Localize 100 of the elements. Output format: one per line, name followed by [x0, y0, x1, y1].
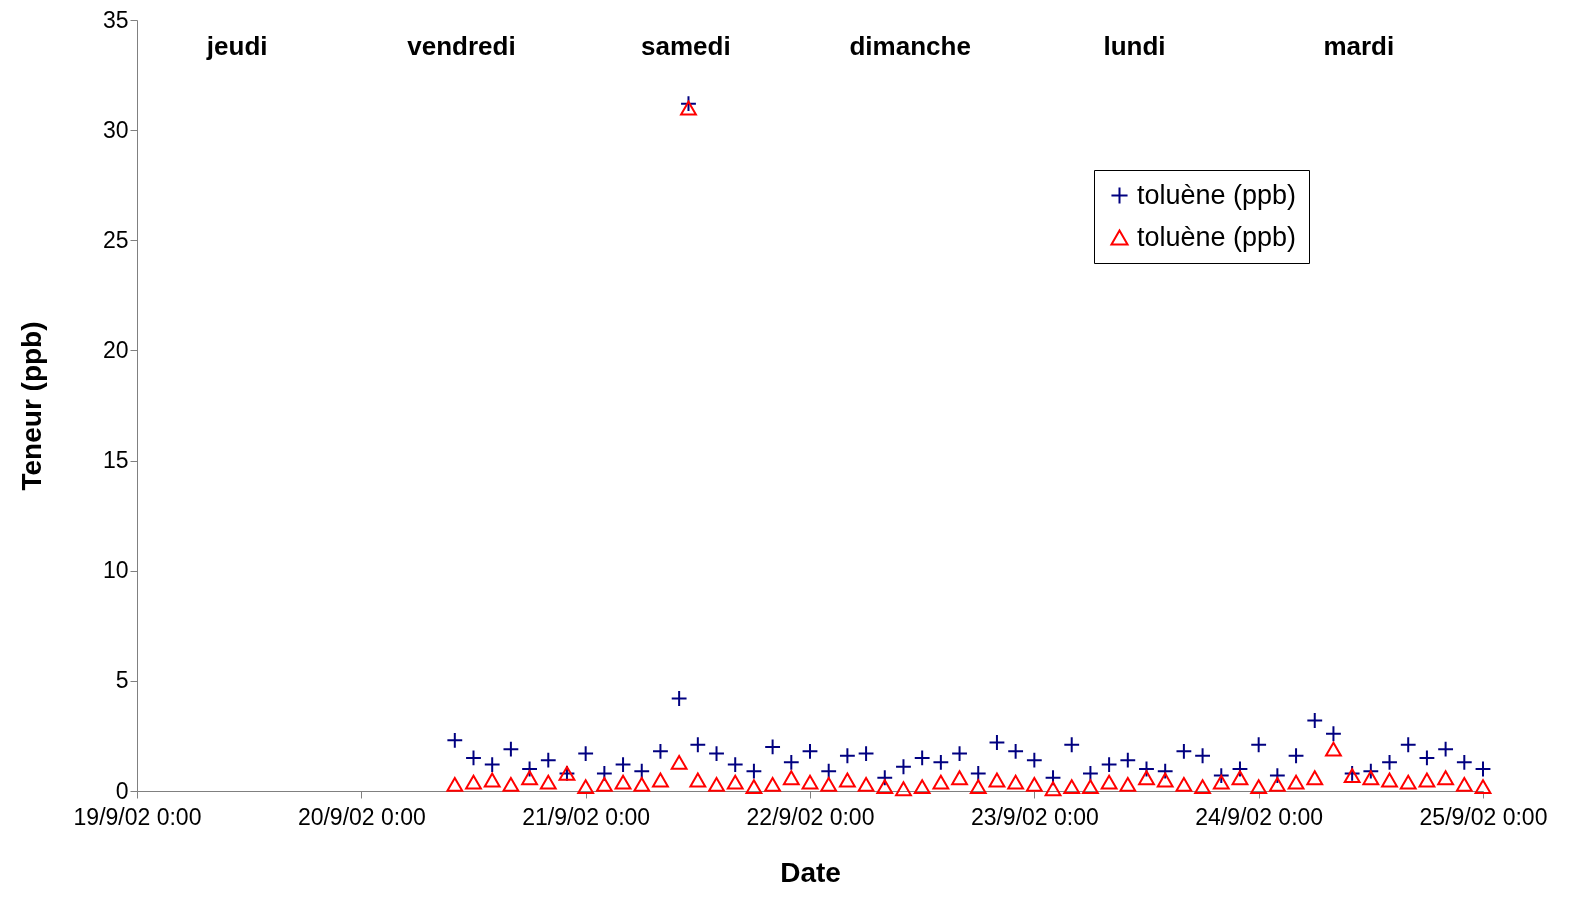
- point: [1437, 740, 1455, 758]
- point: [726, 756, 744, 773]
- annotation: jeudi: [205, 31, 268, 61]
- point: [1138, 760, 1155, 778]
- point: [1399, 774, 1417, 790]
- point: [876, 769, 894, 787]
- point: [951, 770, 968, 786]
- annotation: dimanche: [849, 31, 971, 61]
- y-tick-label: 15: [102, 447, 129, 474]
- point: [1044, 781, 1062, 797]
- point: [932, 774, 950, 790]
- y-tick-label: 35: [102, 6, 129, 33]
- point: [820, 762, 838, 780]
- point: [1325, 725, 1342, 743]
- point: [1156, 762, 1174, 780]
- legend-label: toluène (ppb): [1137, 221, 1297, 252]
- point: [745, 762, 763, 780]
- y-tick-label: 30: [102, 116, 129, 143]
- point: [689, 736, 707, 754]
- x-tick-label: 20/9/02 0:00: [297, 803, 426, 830]
- point: [1231, 770, 1249, 786]
- point: [1175, 776, 1193, 792]
- point: [1138, 770, 1155, 786]
- annotation: mardi: [1323, 31, 1395, 61]
- point: [838, 747, 856, 765]
- point: [895, 758, 912, 776]
- point: [1306, 712, 1324, 729]
- point: [969, 779, 987, 795]
- y-tick-label: 20: [102, 336, 129, 363]
- y-tick-label: 5: [115, 667, 129, 694]
- point: [1231, 760, 1249, 778]
- point: [1250, 779, 1268, 795]
- point: [1025, 751, 1043, 769]
- point: [1455, 776, 1473, 792]
- point: [1007, 774, 1025, 790]
- point: [726, 774, 744, 790]
- x-axis-title: Date: [780, 856, 841, 888]
- point: [1474, 779, 1492, 795]
- y-axis-title: Teneur (ppb): [15, 321, 47, 491]
- point: [1025, 776, 1043, 792]
- point: [708, 776, 725, 792]
- point: [820, 776, 838, 792]
- point: [1194, 779, 1211, 795]
- point: [1194, 747, 1211, 765]
- annotation: samedi: [641, 31, 731, 61]
- point: [857, 745, 875, 762]
- point: [1381, 772, 1398, 788]
- x-tick-label: 22/9/02 0:00: [746, 803, 875, 830]
- y-tick-label: 0: [115, 777, 129, 804]
- point: [988, 772, 1006, 788]
- point: [801, 742, 819, 760]
- point: [951, 745, 968, 762]
- y-tick-label: 25: [102, 226, 129, 253]
- point: [1381, 753, 1398, 771]
- point: [1063, 779, 1081, 795]
- point: [895, 781, 912, 797]
- point: [1268, 767, 1286, 784]
- annotation: vendredi: [407, 31, 516, 61]
- point: [1455, 753, 1473, 771]
- x-tick-label: 23/9/02 0:00: [970, 803, 1099, 830]
- point: [1212, 774, 1230, 790]
- point: [913, 779, 931, 795]
- point: [1175, 742, 1193, 760]
- point: [689, 772, 707, 788]
- point: [1119, 776, 1137, 792]
- point: [1119, 751, 1137, 769]
- annotation: lundi: [1103, 31, 1166, 61]
- point: [1399, 736, 1417, 754]
- point: [876, 779, 894, 795]
- point: [782, 770, 800, 786]
- point: [708, 745, 725, 762]
- point: [1082, 779, 1099, 795]
- point: [782, 753, 800, 771]
- point: [932, 753, 950, 771]
- point: [1287, 774, 1305, 790]
- point: [1418, 772, 1436, 788]
- point: [1250, 736, 1268, 754]
- point: [1325, 741, 1342, 757]
- x-tick-label: 21/9/02 0:00: [522, 803, 651, 830]
- point: [913, 749, 931, 767]
- point: [1212, 767, 1230, 784]
- point: [1418, 749, 1436, 767]
- point: [764, 738, 782, 756]
- point: [1437, 770, 1455, 786]
- point: [1343, 768, 1361, 783]
- point: [1156, 772, 1174, 788]
- point: [1287, 747, 1305, 765]
- point: [857, 776, 875, 792]
- point: [838, 772, 856, 788]
- point: [1362, 770, 1380, 786]
- x-tick-label: 25/9/02 0:00: [1419, 803, 1548, 830]
- point: [1362, 762, 1380, 780]
- x-tick-label: 19/9/02 0:00: [73, 803, 202, 830]
- point: [764, 776, 782, 792]
- point: [1306, 770, 1324, 786]
- point: [1100, 774, 1118, 790]
- point: [1474, 760, 1492, 778]
- point: [1100, 756, 1118, 773]
- point: [1268, 776, 1286, 792]
- x-tick-label: 24/9/02 0:00: [1195, 803, 1324, 830]
